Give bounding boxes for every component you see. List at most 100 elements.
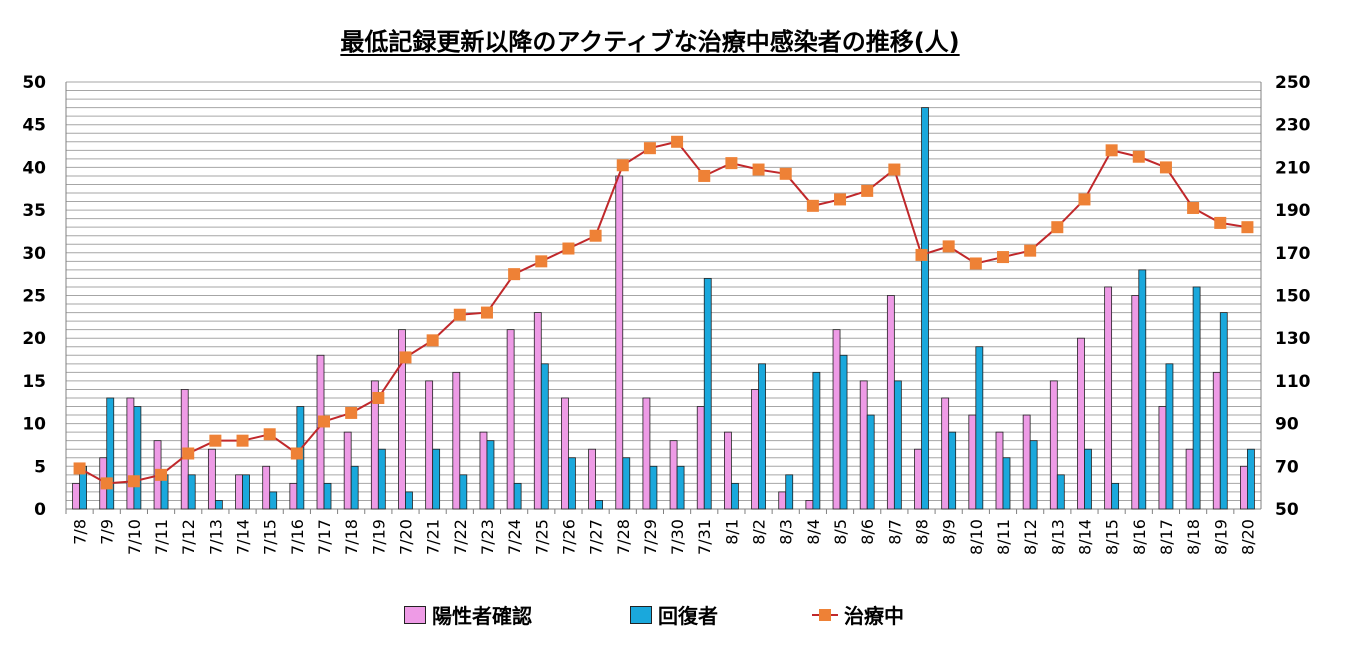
bar-recovered — [459, 474, 468, 510]
x-tick-label: 7/13 — [206, 519, 225, 555]
point-in-treatment — [182, 447, 195, 460]
x-tick-label: 8/2 — [750, 519, 769, 545]
bar-recovered — [1029, 440, 1038, 510]
y2-tick-label-right: 70 — [1275, 457, 1299, 477]
y-tick-label-left: 50 — [22, 73, 46, 93]
bar-positive — [452, 371, 461, 510]
legend-item-recovered: 回復者 — [630, 600, 718, 629]
bar-recovered — [1084, 448, 1092, 510]
bar-recovered — [758, 363, 766, 510]
bar-recovered — [1138, 269, 1147, 510]
point-in-treatment — [1024, 244, 1037, 257]
bar-positive — [805, 500, 814, 510]
bar-recovered — [269, 491, 278, 510]
bar-positive — [751, 389, 759, 510]
bar-positive — [723, 431, 732, 510]
point-in-treatment — [1187, 201, 1200, 214]
point-in-treatment — [508, 268, 521, 281]
bar-positive — [696, 406, 705, 510]
y2-tick-label-right: 210 — [1275, 158, 1311, 178]
bar-positive — [479, 431, 488, 510]
point-in-treatment — [1159, 161, 1172, 174]
x-tick-label: 8/12 — [1021, 519, 1040, 555]
bar-positive — [1049, 380, 1058, 510]
x-tick-label: 7/12 — [179, 519, 198, 555]
bar-positive — [235, 474, 243, 510]
point-in-treatment — [806, 199, 819, 212]
x-tick-label: 8/6 — [858, 519, 877, 545]
bar-positive — [1158, 406, 1167, 510]
legend-label-in-treatment: 治療中 — [844, 604, 904, 628]
x-tick-label: 7/24 — [505, 519, 524, 555]
bar-recovered — [1056, 474, 1065, 510]
y-tick-label-left: 5 — [34, 457, 46, 477]
x-tick-label: 8/3 — [777, 519, 796, 545]
bar-recovered — [1192, 286, 1201, 510]
x-tick-label: 7/18 — [342, 519, 361, 555]
point-in-treatment — [589, 229, 602, 242]
bar-recovered — [676, 465, 685, 510]
legend-label-recovered: 回復者 — [658, 604, 718, 628]
bar-recovered — [486, 440, 495, 510]
legend-swatch-recovered — [630, 605, 652, 624]
legend-item-in-treatment: 治療中 — [812, 600, 904, 629]
x-tick-label: 7/10 — [125, 519, 144, 555]
x-tick-label: 7/20 — [396, 519, 415, 555]
point-in-treatment — [996, 251, 1009, 264]
bar-recovered — [785, 474, 794, 510]
y-tick-label-left: 15 — [22, 372, 46, 392]
x-tick-label: 7/25 — [532, 519, 551, 555]
point-in-treatment — [752, 163, 765, 176]
x-tick-label: 8/19 — [1211, 519, 1230, 555]
point-in-treatment — [480, 306, 493, 319]
x-tick-label: 8/15 — [1103, 519, 1122, 555]
y2-tick-label-right: 110 — [1275, 372, 1311, 392]
bar-recovered — [432, 448, 441, 510]
x-tick-label: 7/17 — [315, 519, 334, 555]
bar-recovered — [812, 371, 821, 510]
bar-positive — [506, 329, 515, 510]
point-in-treatment — [372, 391, 385, 404]
legend-swatch-positive — [404, 605, 426, 624]
legend-swatch-in-treatment — [812, 606, 838, 624]
bar-recovered — [649, 465, 658, 510]
x-tick-label: 7/22 — [451, 519, 470, 555]
bar-recovered — [730, 482, 739, 510]
point-in-treatment — [969, 257, 982, 270]
bar-positive — [941, 397, 950, 510]
bar-positive — [316, 354, 325, 510]
point-in-treatment — [426, 334, 439, 347]
point-in-treatment — [318, 415, 331, 428]
point-in-treatment — [1105, 144, 1118, 157]
bar-recovered — [595, 500, 604, 510]
x-tick-label: 7/26 — [559, 519, 578, 555]
bar-positive — [1022, 414, 1031, 510]
bar-recovered — [1111, 482, 1120, 510]
point-in-treatment — [861, 184, 874, 197]
bar-recovered — [377, 448, 386, 510]
y2-tick-label-right: 150 — [1275, 287, 1311, 307]
y-tick-label-left: 25 — [22, 287, 46, 307]
y2-tick-label-right: 50 — [1275, 500, 1299, 520]
point-in-treatment — [834, 193, 847, 206]
point-in-treatment — [263, 428, 276, 441]
bar-recovered — [187, 474, 196, 510]
legend-item-positive: 陽性者確認 — [404, 600, 532, 629]
x-tick-label: 7/27 — [587, 519, 606, 555]
bar-positive — [914, 448, 922, 510]
point-in-treatment — [209, 434, 222, 447]
x-tick-label: 8/7 — [885, 519, 904, 545]
point-in-treatment — [779, 167, 792, 180]
bar-positive — [778, 491, 787, 510]
point-in-treatment — [345, 406, 358, 419]
x-tick-label: 7/8 — [71, 519, 90, 545]
bar-recovered — [948, 431, 957, 510]
bar-positive — [207, 448, 216, 510]
x-tick-label: 7/30 — [668, 519, 687, 555]
point-in-treatment — [127, 475, 140, 488]
y2-tick-label-right: 170 — [1275, 244, 1311, 264]
bar-positive — [1185, 448, 1194, 510]
bar-recovered — [513, 482, 522, 510]
bar-recovered — [1002, 457, 1011, 510]
